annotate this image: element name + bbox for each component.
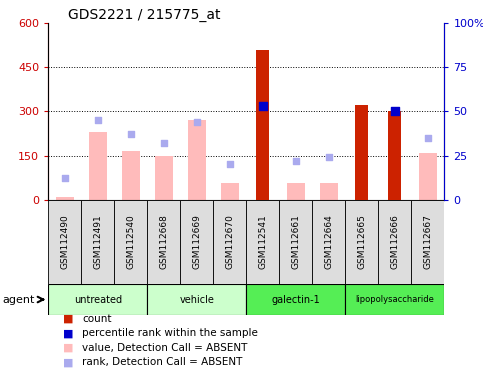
Text: GSM112666: GSM112666 (390, 215, 399, 269)
Bar (355, 106, 369, 200)
Bar (114, 200, 147, 284)
Text: GSM112670: GSM112670 (226, 215, 234, 269)
Point (127, 131, 135, 137)
Text: ■: ■ (63, 358, 73, 367)
Text: GSM112667: GSM112667 (424, 215, 432, 269)
Bar (81, 200, 114, 284)
Text: vehicle: vehicle (179, 295, 214, 305)
Text: GSM112668: GSM112668 (159, 215, 168, 269)
Bar (188, 120, 206, 200)
Point (292, 158, 299, 164)
Text: value, Detection Call = ABSENT: value, Detection Call = ABSENT (82, 343, 247, 353)
Text: ■: ■ (63, 328, 73, 338)
Bar (180, 200, 213, 284)
Point (391, 108, 399, 114)
Text: lipopolysaccharide: lipopolysaccharide (355, 295, 434, 304)
Bar (378, 200, 412, 284)
Point (160, 140, 168, 146)
Point (259, 103, 267, 109)
Point (61, 175, 69, 182)
Point (193, 119, 201, 125)
Text: GSM112541: GSM112541 (258, 215, 267, 269)
Bar (48, 200, 81, 284)
Bar (48, 284, 147, 315)
Text: GSM112491: GSM112491 (93, 215, 102, 269)
Bar (246, 200, 279, 284)
Text: percentile rank within the sample: percentile rank within the sample (82, 328, 258, 338)
Text: GSM112661: GSM112661 (291, 215, 300, 269)
Point (94, 117, 102, 123)
Text: untreated: untreated (74, 295, 122, 305)
Bar (419, 152, 437, 200)
Text: rank, Detection Call = ABSENT: rank, Detection Call = ABSENT (82, 358, 242, 367)
Bar (313, 200, 345, 284)
Bar (89, 132, 107, 200)
Text: GSM112669: GSM112669 (192, 215, 201, 269)
Point (226, 161, 234, 167)
Bar (221, 184, 239, 200)
Bar (246, 284, 345, 315)
Text: GSM112490: GSM112490 (60, 215, 69, 269)
Bar (287, 184, 305, 200)
Bar (320, 184, 338, 200)
Bar (56, 197, 74, 200)
Text: ■: ■ (63, 343, 73, 353)
Bar (147, 200, 180, 284)
Bar (213, 200, 246, 284)
Bar (412, 200, 444, 284)
Bar (345, 200, 378, 284)
Text: GSM112664: GSM112664 (325, 215, 333, 269)
Point (424, 135, 432, 141)
Point (325, 154, 333, 161)
Text: GSM112540: GSM112540 (127, 215, 135, 269)
Bar (345, 284, 444, 315)
Text: GSM112665: GSM112665 (357, 215, 366, 269)
Bar (388, 111, 401, 200)
Bar (122, 151, 140, 200)
Bar (256, 50, 270, 200)
Text: count: count (82, 314, 112, 324)
Bar (147, 284, 246, 315)
Text: agent: agent (2, 295, 35, 305)
Text: GDS2221 / 215775_at: GDS2221 / 215775_at (68, 8, 221, 22)
Text: ■: ■ (63, 314, 73, 324)
Bar (279, 200, 313, 284)
Bar (155, 156, 173, 200)
Text: galectin-1: galectin-1 (271, 295, 320, 305)
